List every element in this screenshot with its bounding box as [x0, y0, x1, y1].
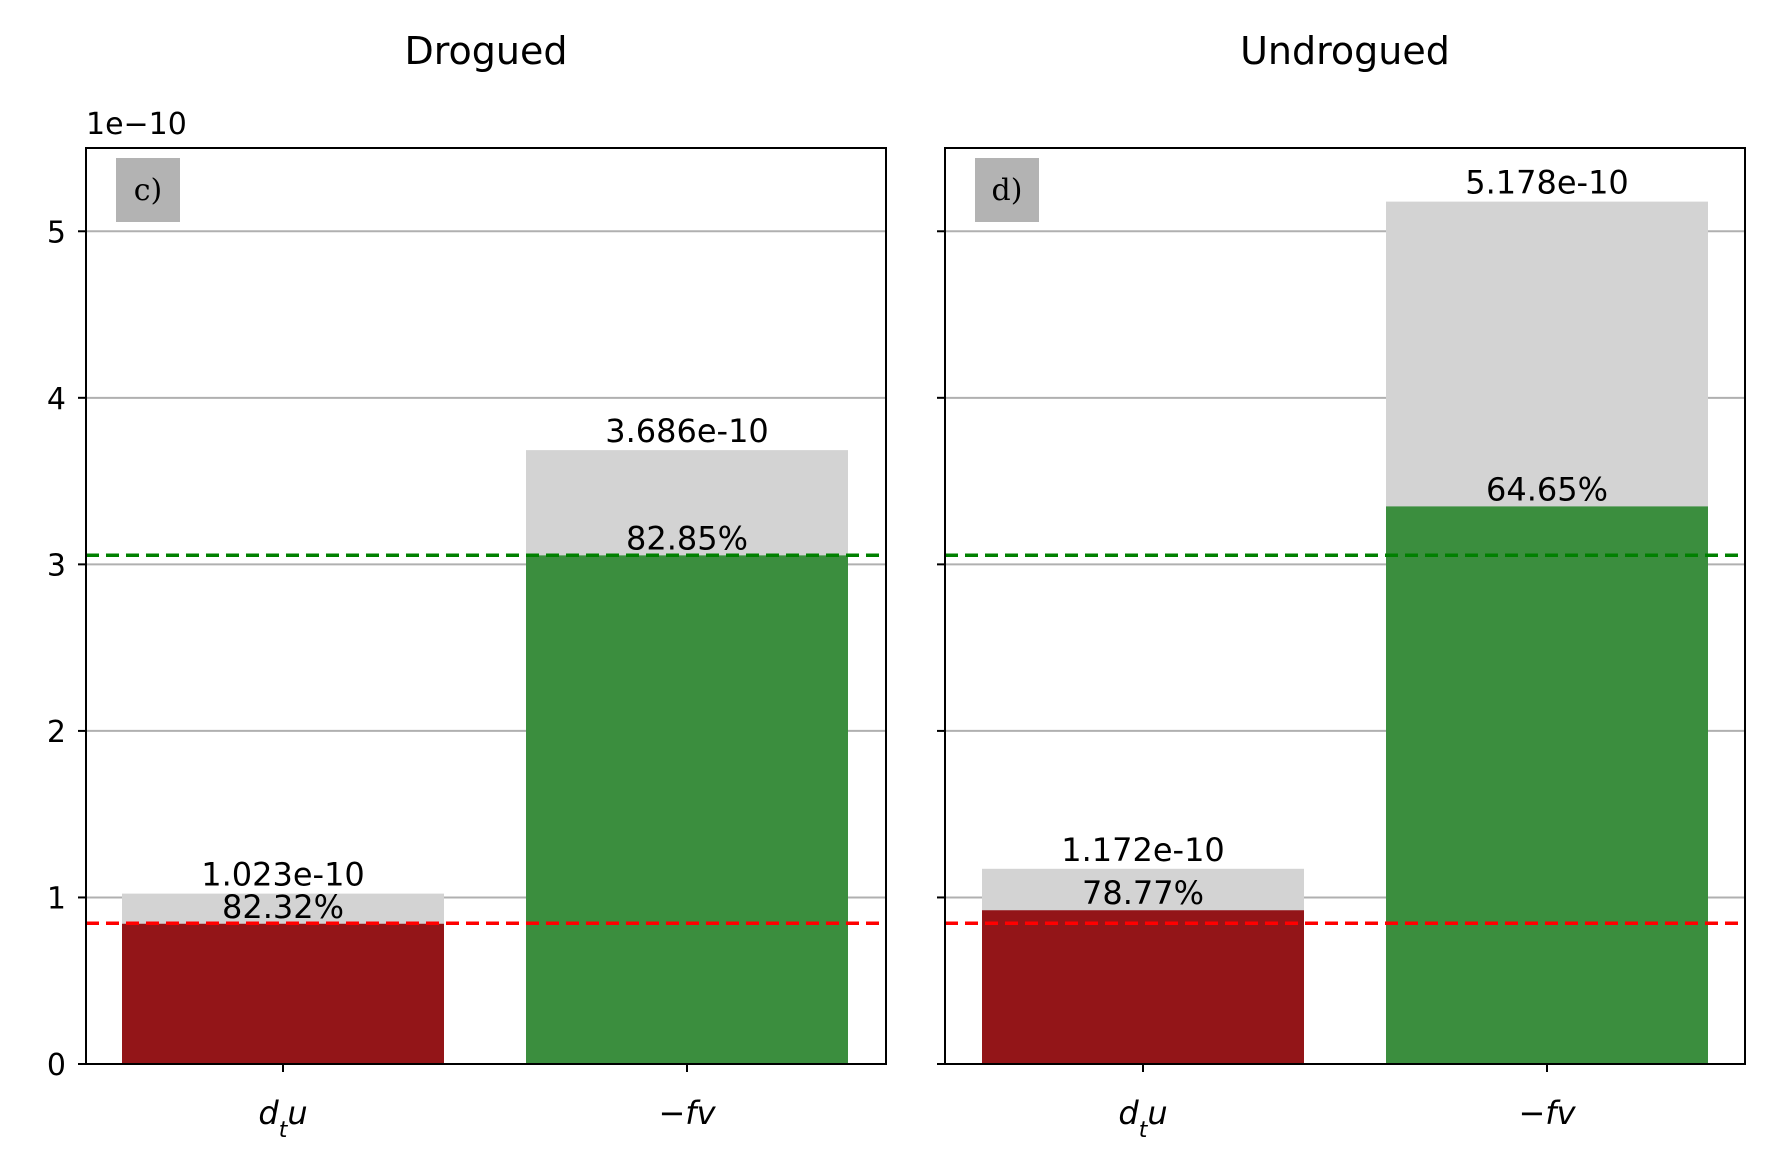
ytick-label: 0: [47, 1048, 66, 1083]
panel-tag-label: d): [992, 173, 1023, 208]
bar-part: [526, 555, 848, 1064]
xtick-label-tail: u: [1147, 1094, 1167, 1132]
bar-part-label: 64.65%: [1486, 470, 1608, 508]
ytick-label: 3: [47, 548, 66, 583]
bar-total-label: 1.172e-10: [1061, 831, 1225, 869]
axes-frame: [944, 147, 1746, 1065]
panel-title: Drogued: [404, 29, 567, 73]
xtick-label-main: d: [1118, 1094, 1139, 1132]
xtick-label-sub: t: [1139, 1118, 1149, 1143]
panel-title: Undrogued: [1240, 29, 1450, 73]
xtick-label-main: −fv: [658, 1094, 716, 1132]
bar-part-label: 82.85%: [626, 519, 748, 557]
xtick-label-main: d: [258, 1094, 279, 1132]
bar-part-label: 78.77%: [1082, 874, 1204, 912]
xtick-label: dtu: [258, 1094, 307, 1143]
xtick-label: dtu: [1118, 1094, 1167, 1143]
panel-tag-box: [116, 158, 180, 222]
bar-total-label: 5.178e-10: [1465, 164, 1629, 202]
yaxis-offset-label: 1e−10: [86, 107, 187, 142]
panel-tag-box: [975, 158, 1039, 222]
bar-part-label: 82.32%: [222, 888, 344, 926]
bar-total-label: 3.686e-10: [605, 412, 769, 450]
ytick-label: 2: [47, 715, 66, 750]
axes-frame: [85, 147, 887, 1065]
panel-tag: c): [116, 158, 180, 222]
xtick-label-main: −fv: [1518, 1094, 1576, 1132]
bar-part: [1386, 506, 1708, 1064]
xtick-label-tail: u: [287, 1094, 307, 1132]
bar-total-label: 1.023e-10: [201, 856, 365, 894]
panel-tag-label: c): [134, 173, 163, 208]
bar-part: [122, 923, 444, 1064]
ytick-label: 1: [47, 881, 66, 916]
ytick-label: 5: [47, 215, 66, 250]
xtick-label: −fv: [658, 1094, 716, 1132]
xtick-label: −fv: [1518, 1094, 1576, 1132]
ytick-label: 4: [47, 382, 66, 417]
bar-part: [982, 910, 1304, 1064]
panel-tag: d): [975, 158, 1039, 222]
panel-d: Undrogued 1.172e-10 78.77% 5.178e-10 64.65% d…: [937, 29, 1746, 1143]
xtick-label-sub: t: [279, 1118, 289, 1143]
